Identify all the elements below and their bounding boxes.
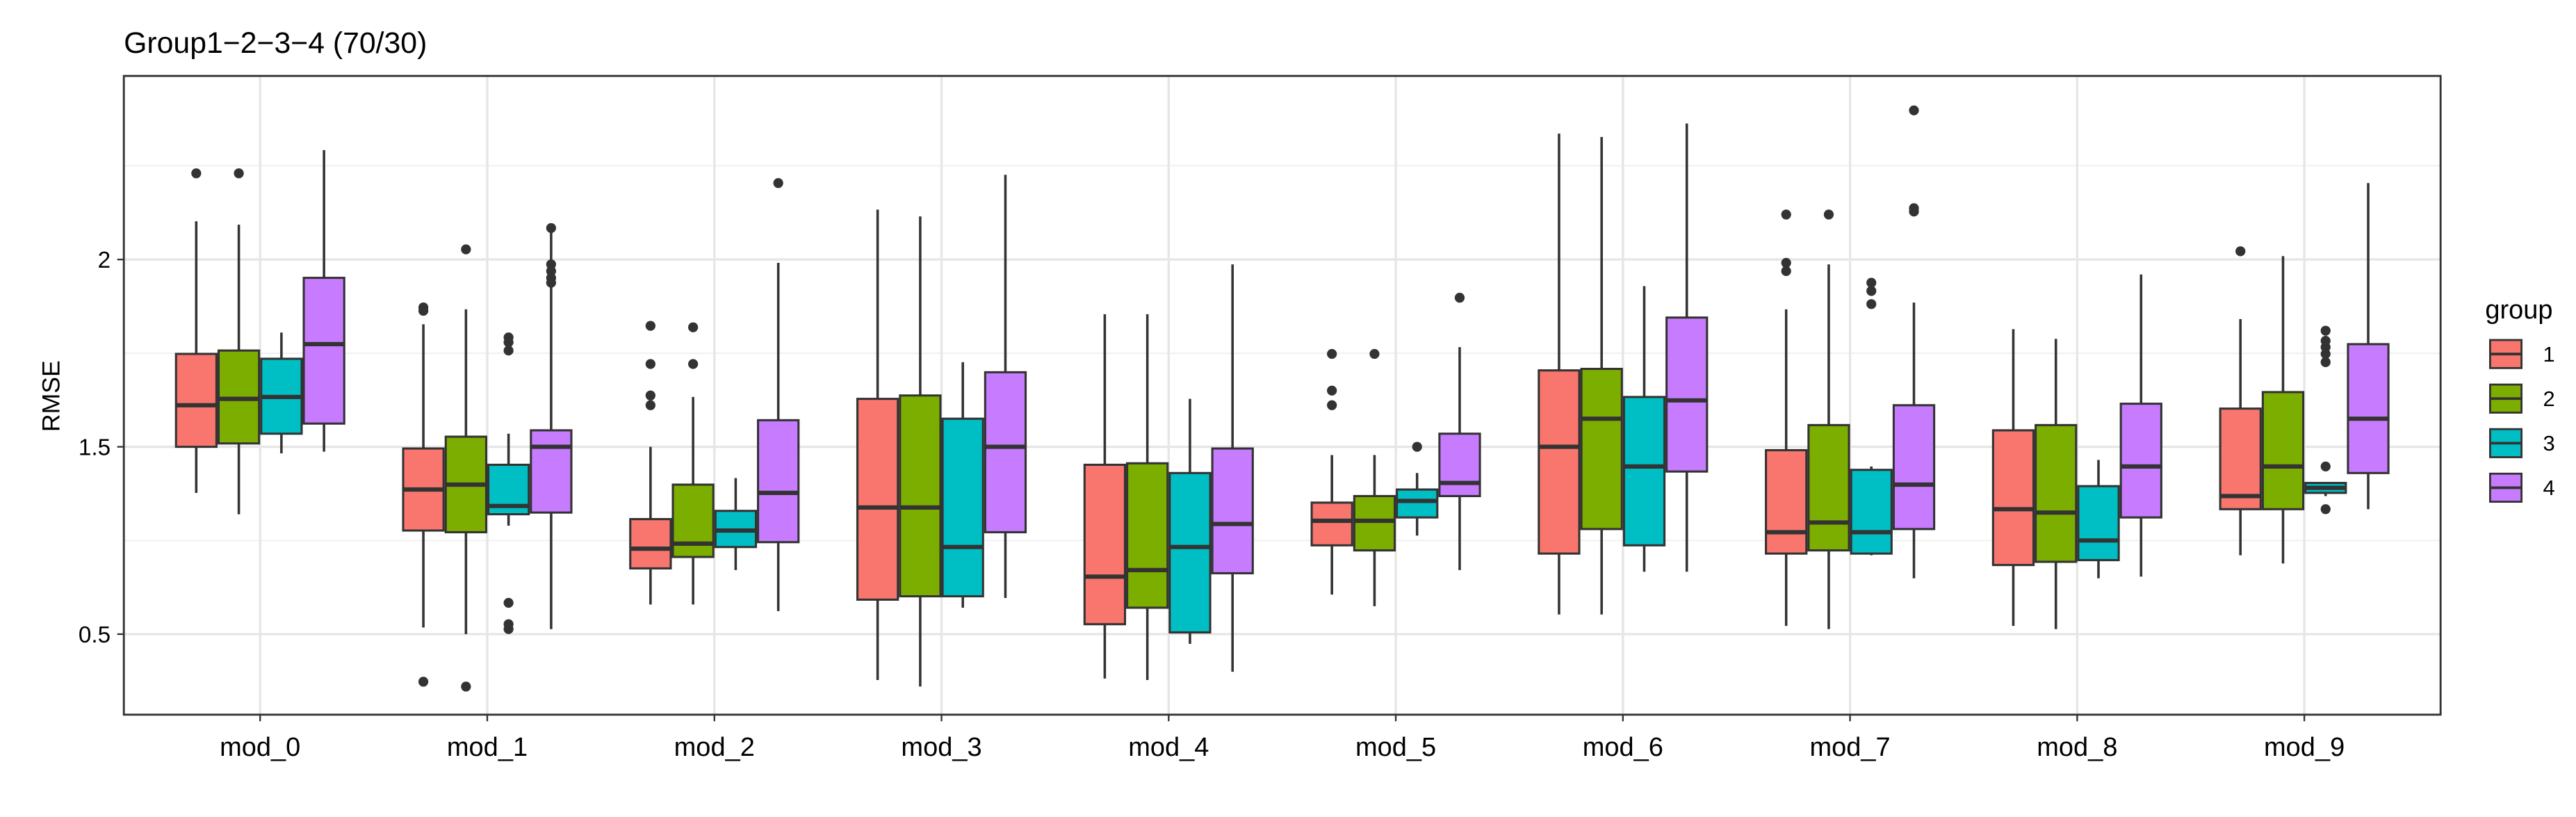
box xyxy=(530,429,573,514)
outlier xyxy=(2235,246,2246,257)
outlier xyxy=(1866,277,1877,288)
box xyxy=(2261,391,2305,510)
outlier xyxy=(688,359,699,369)
box xyxy=(2077,485,2120,562)
box xyxy=(1168,471,1212,634)
y-tick-label: 2 xyxy=(98,248,111,273)
box xyxy=(2035,423,2078,563)
y-tick-label: 0.5 xyxy=(79,622,111,648)
legend-title: group xyxy=(2485,296,2552,325)
outlier xyxy=(2320,325,2331,336)
outlier xyxy=(645,400,655,410)
outlier xyxy=(2320,504,2331,515)
box xyxy=(1580,367,1623,531)
outlier xyxy=(773,178,783,188)
outlier xyxy=(2320,461,2331,472)
outlier xyxy=(503,337,514,348)
outlier xyxy=(645,359,655,369)
outlier xyxy=(1412,442,1422,452)
outlier xyxy=(461,244,471,254)
outlier xyxy=(2320,348,2331,359)
outlier xyxy=(191,168,202,179)
x-tick-label: mod_9 xyxy=(2264,733,2345,762)
chart-title: Group1−2−3−4 (70/30) xyxy=(124,26,427,60)
box xyxy=(1126,462,1169,609)
x-tick-label: mod_3 xyxy=(901,733,981,762)
box xyxy=(1211,447,1254,574)
box xyxy=(1850,469,1893,555)
box xyxy=(1622,396,1666,547)
x-tick-label: mod_8 xyxy=(2037,733,2117,762)
outlier xyxy=(1454,293,1465,303)
outlier xyxy=(418,677,429,687)
x-tick-label: mod_6 xyxy=(1583,733,1663,762)
box xyxy=(2347,343,2390,474)
outlier xyxy=(1369,348,1380,359)
outlier xyxy=(1866,286,1877,296)
plot-background xyxy=(124,76,2441,715)
outlier xyxy=(461,681,471,692)
box xyxy=(1538,369,1581,555)
box xyxy=(984,371,1027,533)
legend-label: 1 xyxy=(2543,342,2554,366)
outlier xyxy=(1866,299,1877,309)
box xyxy=(941,417,984,598)
outlier xyxy=(1823,209,1834,220)
box xyxy=(2119,403,2162,519)
y-axis-label: RMSE xyxy=(38,360,65,432)
outlier xyxy=(1781,209,1791,220)
box xyxy=(1438,432,1481,497)
box xyxy=(1892,404,1936,531)
box xyxy=(1665,316,1709,473)
outlier xyxy=(1909,207,1919,217)
box xyxy=(1991,429,2035,567)
box xyxy=(2219,407,2262,510)
box xyxy=(1310,501,1353,547)
box xyxy=(629,518,672,569)
box xyxy=(1765,448,1808,555)
x-tick-label: mod_4 xyxy=(1128,733,1209,762)
outlier xyxy=(645,390,655,401)
box xyxy=(671,483,715,558)
outlier xyxy=(546,223,557,234)
x-tick-label: mod_0 xyxy=(220,733,300,762)
outlier xyxy=(546,277,557,288)
outlier xyxy=(688,322,699,332)
outlier xyxy=(1327,348,1337,359)
outlier xyxy=(1781,257,1791,268)
legend-label: 4 xyxy=(2543,476,2554,500)
box xyxy=(1807,423,1850,552)
outlier xyxy=(645,321,655,331)
box xyxy=(302,277,345,425)
box xyxy=(1083,463,1127,626)
outlier xyxy=(1327,400,1337,410)
legend-label: 3 xyxy=(2543,431,2554,455)
box xyxy=(899,394,942,598)
outlier xyxy=(503,624,514,634)
outlier xyxy=(2320,357,2331,367)
box xyxy=(757,419,800,544)
box xyxy=(1396,488,1439,519)
outlier xyxy=(503,597,514,608)
outlier xyxy=(1781,266,1791,277)
box xyxy=(174,353,218,448)
outlier xyxy=(418,305,429,316)
outlier xyxy=(234,168,244,179)
legend-label: 2 xyxy=(2543,387,2554,411)
outlier xyxy=(1327,385,1337,396)
outlier xyxy=(1909,105,1919,115)
box xyxy=(1353,494,1396,552)
x-tick-label: mod_5 xyxy=(1355,733,1436,762)
x-tick-label: mod_7 xyxy=(1810,733,1891,762)
plot-border xyxy=(122,74,2442,716)
box xyxy=(856,398,899,601)
x-tick-label: mod_1 xyxy=(447,733,528,762)
y-tick-label: 1.5 xyxy=(79,435,111,460)
outlier xyxy=(503,346,514,356)
x-tick-label: mod_2 xyxy=(674,733,755,762)
